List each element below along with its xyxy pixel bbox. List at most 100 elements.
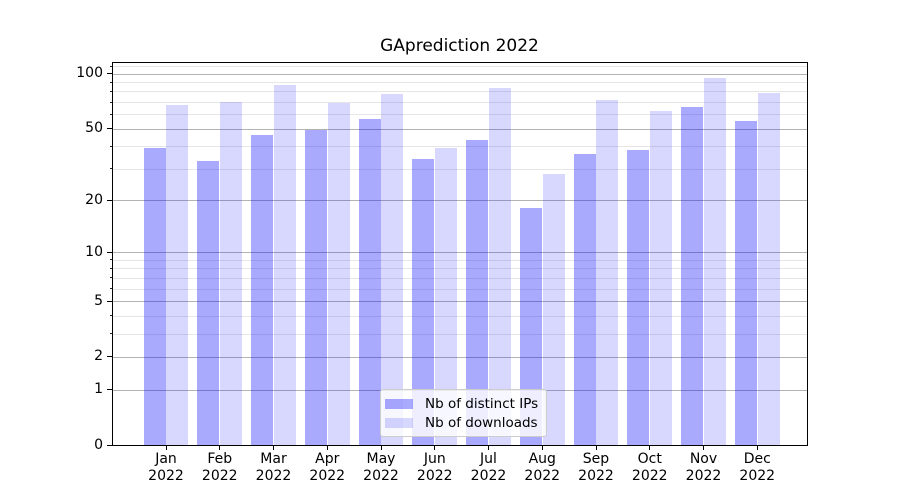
legend-swatch-icon	[385, 399, 413, 409]
x-tick-label-year: 2022	[524, 467, 561, 484]
x-tick-label-month: Jan	[155, 451, 177, 467]
x-tick-label: Oct 2022	[620, 451, 680, 484]
x-tick-label-month: Jun	[423, 451, 446, 467]
x-tick-label: Nov 2022	[674, 451, 734, 484]
x-tick-label-year: 2022	[416, 467, 453, 484]
y-axis-minor-tick	[109, 65, 112, 67]
x-tick-label-year: 2022	[470, 467, 507, 484]
bar-nb-of-distinct-ips-apr	[304, 129, 327, 445]
legend-label: Nb of downloads	[425, 415, 538, 431]
bar-nb-of-downloads-jan	[166, 105, 189, 445]
x-tick-label-year: 2022	[201, 467, 238, 484]
gridline-minor	[112, 91, 807, 93]
x-axis-tick	[595, 445, 597, 450]
x-axis-tick	[649, 445, 651, 450]
x-tick-label-year: 2022	[578, 467, 614, 484]
gridline-minor	[112, 333, 807, 335]
legend-label: Nb of distinct IPs	[425, 396, 539, 412]
gridline-minor	[112, 259, 807, 261]
y-axis-tick	[107, 251, 112, 253]
bar-nb-of-downloads-nov	[703, 78, 726, 445]
x-tick-label-month: Sep	[582, 451, 610, 467]
bar-nb-of-downloads-apr	[327, 102, 350, 445]
gridline-minor	[112, 268, 807, 270]
plot-area: Nb of distinct IPs Nb of downloads	[111, 61, 808, 446]
bar-nb-of-downloads-jul	[488, 88, 511, 445]
bar-nb-of-distinct-ips-oct	[627, 149, 650, 445]
x-tick-label-year: 2022	[255, 467, 292, 484]
y-axis-minor-tick	[109, 81, 112, 83]
bar-nb-of-distinct-ips-may	[358, 119, 381, 445]
y-axis-minor-tick	[109, 145, 112, 147]
y-axis-minor-tick	[109, 288, 112, 290]
gridline-minor	[112, 168, 807, 170]
x-tick-label-year: 2022	[148, 467, 184, 484]
bar-nb-of-downloads-dec	[757, 92, 780, 445]
gridline-major	[112, 73, 807, 75]
y-axis-minor-tick	[109, 90, 112, 92]
gridline-minor	[112, 114, 807, 116]
bar-nb-of-distinct-ips-jan	[143, 147, 166, 445]
y-axis-minor-tick	[109, 267, 112, 269]
x-tick-label: May 2022	[351, 451, 411, 484]
y-tick-label: 5	[94, 292, 103, 309]
x-axis-tick	[703, 445, 704, 450]
y-tick-label: 20	[85, 191, 103, 208]
x-axis-tick	[434, 445, 436, 450]
y-axis-minor-tick	[109, 333, 112, 335]
y-axis-tick	[107, 128, 112, 130]
x-tick-label-month: Mar	[260, 451, 287, 467]
bar-nb-of-distinct-ips-jul	[466, 140, 489, 445]
y-axis-minor-tick	[109, 101, 112, 103]
y-axis-tick	[107, 445, 112, 446]
gridline-minor	[112, 288, 807, 290]
x-tick-label-month: May	[366, 451, 396, 467]
legend-item-nb-of-downloads: Nb of downloads	[385, 414, 540, 432]
chart-title: GAprediction 2022	[380, 36, 539, 56]
x-axis-tick	[165, 445, 167, 450]
x-tick-label-year: 2022	[739, 467, 776, 484]
gridline-minor	[112, 82, 807, 84]
x-axis-tick	[488, 445, 489, 450]
x-tick-label: Jan 2022	[136, 451, 196, 484]
y-axis-minor-tick	[109, 168, 112, 170]
x-tick-label-month: Feb	[207, 451, 233, 467]
legend-swatch-icon	[385, 418, 413, 428]
gridline-minor	[112, 146, 807, 148]
x-tick-label-year: 2022	[363, 467, 399, 484]
bar-nb-of-downloads-sep	[596, 100, 619, 445]
gridline-major	[112, 356, 807, 358]
y-tick-label: 1	[94, 381, 103, 398]
gridline-major	[112, 252, 807, 254]
gridline-minor	[112, 66, 807, 68]
y-axis-minor-tick	[109, 315, 112, 317]
x-axis-tick	[756, 445, 758, 450]
y-axis-tick	[107, 73, 112, 75]
x-tick-label: Jun 2022	[405, 451, 465, 484]
x-tick-label: Feb 2022	[190, 451, 250, 484]
bar-nb-of-downloads-aug	[542, 173, 565, 445]
gridline-minor	[112, 102, 807, 104]
bar-nb-of-distinct-ips-mar	[251, 134, 274, 445]
bar-nb-of-distinct-ips-aug	[519, 207, 542, 445]
y-axis-tick	[107, 300, 112, 302]
x-tick-label-month: Aug	[528, 451, 556, 467]
gridline-major	[112, 301, 807, 303]
bar-nb-of-distinct-ips-sep	[573, 154, 596, 445]
y-axis-tick	[107, 389, 112, 391]
x-tick-label: Mar 2022	[244, 451, 304, 484]
x-tick-label-year: 2022	[631, 467, 668, 484]
x-tick-label: Sep 2022	[566, 451, 626, 484]
x-tick-label-year: 2022	[685, 467, 722, 484]
x-axis-tick	[273, 445, 274, 450]
bar-nb-of-distinct-ips-dec	[734, 120, 757, 445]
gridline-minor	[112, 315, 807, 317]
x-tick-label-month: Dec	[743, 451, 771, 467]
x-tick-label: Apr 2022	[297, 451, 357, 484]
legend: Nb of distinct IPs Nb of downloads	[380, 389, 547, 437]
bar-nb-of-downloads-oct	[650, 111, 673, 445]
x-axis-tick	[541, 445, 543, 450]
gridline-minor	[112, 277, 807, 279]
y-axis-tick	[107, 356, 112, 358]
